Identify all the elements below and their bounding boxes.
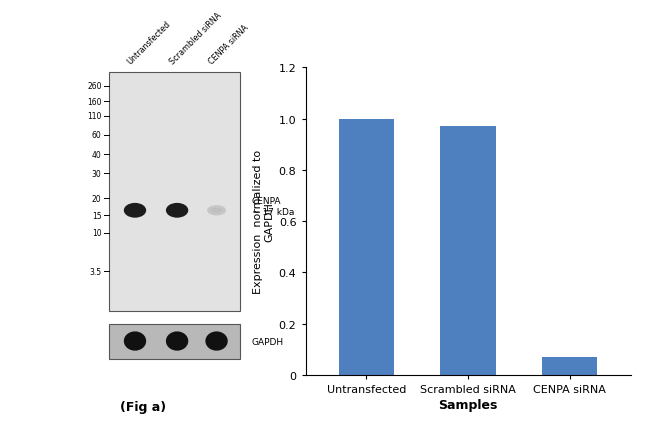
Text: 15: 15 [92, 211, 101, 220]
Text: 20: 20 [92, 194, 101, 203]
Bar [440, 127, 496, 375]
Ellipse shape [211, 208, 222, 213]
Ellipse shape [124, 203, 146, 218]
Text: (Fig a): (Fig a) [120, 400, 166, 413]
Ellipse shape [207, 206, 226, 216]
Ellipse shape [205, 331, 228, 351]
Text: 40: 40 [92, 150, 101, 159]
Bar [339, 119, 395, 375]
Y-axis label: Expression  normalized to
GAPDH: Expression normalized to GAPDH [253, 150, 274, 294]
Text: 3.5: 3.5 [90, 267, 101, 276]
Text: GAPDH: GAPDH [252, 337, 284, 346]
Ellipse shape [166, 203, 188, 218]
Text: Scrambled siRNA: Scrambled siRNA [168, 11, 223, 66]
Ellipse shape [170, 337, 184, 346]
Ellipse shape [128, 337, 142, 346]
Ellipse shape [166, 331, 188, 351]
Ellipse shape [128, 207, 142, 214]
Text: 160: 160 [87, 98, 101, 107]
Text: 30: 30 [92, 169, 101, 178]
Text: CENPA
~ 17 kDa: CENPA ~ 17 kDa [252, 197, 294, 216]
Bar [109, 72, 240, 311]
Bar [541, 357, 597, 375]
Text: CENPA siRNA: CENPA siRNA [207, 23, 250, 66]
Ellipse shape [170, 207, 184, 214]
Text: 110: 110 [87, 112, 101, 121]
X-axis label: Samples: Samples [438, 398, 498, 411]
Text: Untransfected: Untransfected [125, 19, 173, 66]
Text: 260: 260 [87, 82, 101, 91]
Text: 60: 60 [92, 131, 101, 140]
Ellipse shape [124, 331, 146, 351]
Bar [109, 324, 240, 359]
Ellipse shape [210, 337, 223, 346]
Text: 10: 10 [92, 229, 101, 238]
